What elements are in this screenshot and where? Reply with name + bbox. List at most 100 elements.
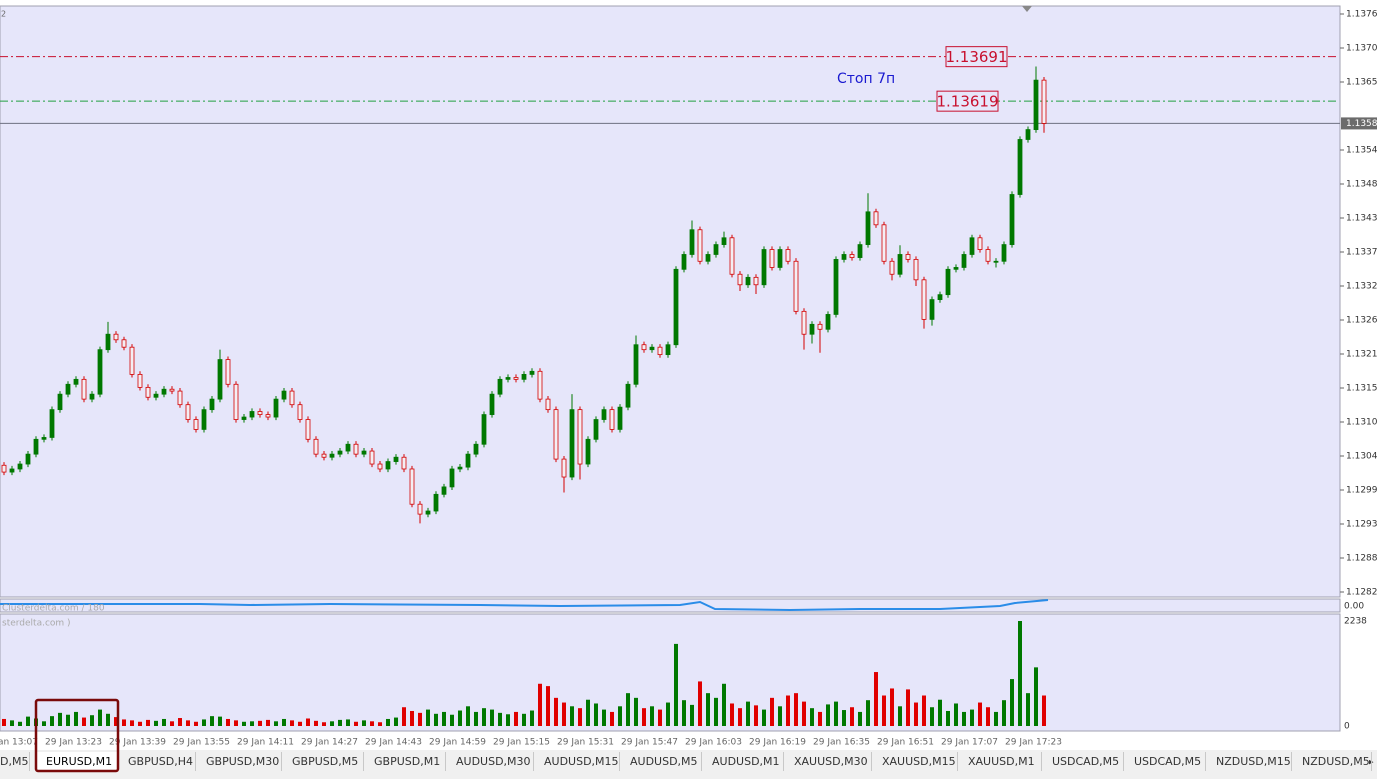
symbol-tab[interactable]: AUDUSD,M5 (620, 752, 702, 771)
volume-bar (218, 716, 222, 726)
candle-body (417, 503, 423, 515)
candle-body (385, 461, 391, 470)
symbol-tab[interactable]: USDCAD,M5 (1042, 752, 1124, 771)
candle-body (25, 453, 31, 465)
symbol-tab[interactable]: D,M5 (0, 752, 30, 771)
candle-body (129, 346, 135, 375)
volume-tick-label: 0 (1344, 722, 1350, 732)
volume-bar (338, 719, 342, 726)
symbol-tab[interactable]: XAUUSD,M1 (958, 752, 1042, 771)
candle-body (273, 398, 279, 418)
candle-body (233, 383, 239, 420)
candle-body (337, 450, 343, 455)
indicator-label: Clusterdelta.com / 180 (2, 604, 105, 614)
volume-bar (42, 721, 46, 726)
volume-bar (194, 721, 198, 726)
volume-bar (274, 721, 278, 726)
candle-body (545, 398, 551, 411)
time-label: 29 Jan 15:15 (493, 738, 550, 748)
volume-bar (962, 711, 966, 726)
time-label: 29 Jan 14:43 (365, 738, 422, 748)
candle-body (897, 254, 903, 275)
volume-bar (106, 713, 110, 726)
last-price-box (1341, 117, 1377, 130)
volume-bar (362, 720, 366, 726)
candle-body (689, 229, 695, 255)
volume-bar (858, 711, 862, 726)
candle-body (873, 211, 879, 226)
candle-body (1009, 194, 1015, 245)
symbol-tab[interactable]: NZDUSD,M15 (1206, 752, 1292, 771)
y-tick-label: 1.13650 (1346, 78, 1377, 88)
symbol-tab[interactable]: XAUUSD,M15 (872, 752, 958, 771)
symbol-tab[interactable]: USDCAD,M5 (1124, 752, 1206, 771)
volume-bar (122, 719, 126, 726)
candle-body (401, 456, 407, 470)
candle-body (937, 294, 943, 300)
candle-body (1041, 79, 1047, 124)
y-tick-label: 1.13540 (1346, 146, 1377, 156)
volume-bar (554, 697, 558, 726)
candle-body (841, 254, 847, 260)
volume-bar (26, 716, 30, 726)
symbol-tab[interactable]: GBPUSD,M5 (282, 752, 364, 771)
symbol-tab[interactable]: AUDUSD,M1 (702, 752, 784, 771)
candle-body (65, 383, 71, 395)
volume-bar (386, 718, 390, 726)
candle-body (9, 468, 15, 473)
volume-bar (658, 709, 662, 726)
candle-body (569, 409, 575, 478)
volume-bar (1026, 693, 1030, 726)
volume-bar (138, 721, 142, 726)
indicator-line (0, 599, 1049, 612)
volume-bar (690, 704, 694, 726)
volume-bar (682, 700, 686, 726)
y-tick-label: 1.13430 (1346, 214, 1377, 224)
volume-bar (410, 710, 414, 726)
volume-bar (946, 710, 950, 726)
symbol-tab[interactable]: GBPUSD,M1 (364, 752, 446, 771)
volume-bar (370, 721, 374, 726)
time-label: 29 Jan 14:11 (237, 738, 294, 748)
symbol-tab[interactable]: GBPUSD,M30 (196, 752, 282, 771)
symbol-tab[interactable]: EURUSD,M1 (36, 752, 118, 771)
candle-body (705, 254, 711, 262)
symbol-tab[interactable]: GBPUSD,H4 (118, 752, 196, 771)
last-price-label: 1.13583 (1346, 119, 1377, 129)
candle-body (905, 254, 911, 260)
candle-body (849, 254, 855, 258)
candle-body (737, 273, 743, 286)
candle-body (449, 468, 455, 488)
level-label: 1.13619 (936, 93, 998, 111)
candle-body (169, 388, 175, 392)
candle-body (257, 411, 263, 415)
symbol-tab[interactable]: NZDUSD,M5 (1292, 752, 1372, 771)
candle-body (585, 438, 591, 465)
candle-body (777, 249, 783, 268)
tab-bar (0, 750, 1377, 779)
y-tick-label: 1.13045 (1346, 452, 1377, 462)
candle-body (649, 346, 655, 351)
volume-bar (818, 711, 822, 726)
candle-body (193, 419, 199, 430)
candle-body (121, 339, 127, 348)
candle-body (673, 268, 679, 346)
candle-body (809, 323, 815, 335)
volume-bar (258, 720, 262, 726)
volume-bar (394, 717, 398, 726)
candle-body (1001, 244, 1007, 262)
symbol-tab[interactable]: AUDUSD,M15 (534, 752, 620, 771)
candle-body (113, 333, 119, 341)
volume-bar (842, 710, 846, 726)
volume-bar (922, 695, 926, 726)
volume-bar (178, 718, 182, 726)
candle-body (433, 493, 439, 512)
candle-body (969, 237, 975, 255)
symbol-tab[interactable]: AUDUSD,M30 (446, 752, 534, 771)
volume-bar (458, 710, 462, 726)
y-tick-label: 1.13485 (1346, 180, 1377, 190)
volume-bar (866, 700, 870, 726)
symbol-tab[interactable]: XAUUSD,M30 (784, 752, 872, 771)
candle-body (985, 249, 991, 262)
volume-bar (778, 706, 782, 726)
